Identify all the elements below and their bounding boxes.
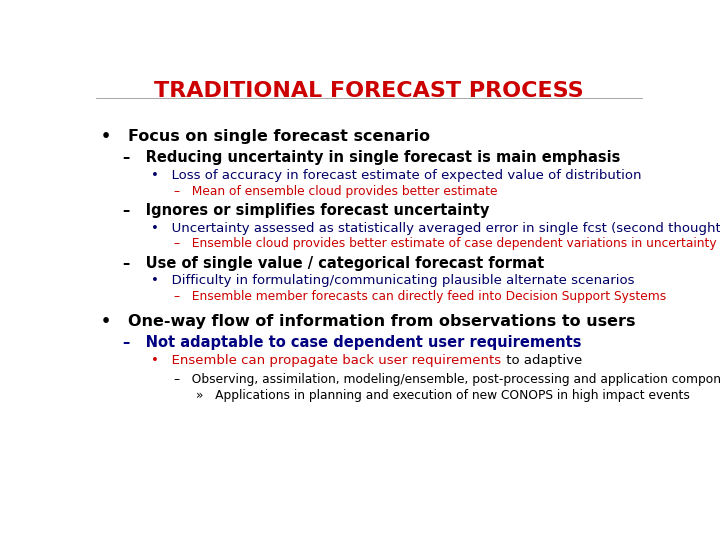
Text: –   Ensemble cloud provides better estimate of case dependent variations in unce: – Ensemble cloud provides better estimat… <box>174 238 716 251</box>
Text: to adaptive: to adaptive <box>502 354 582 367</box>
Text: –   Reducing uncertainty in single forecast is main emphasis: – Reducing uncertainty in single forecas… <box>124 150 621 165</box>
Text: •   Ensemble can propagate back user requirements: • Ensemble can propagate back user requi… <box>151 354 502 367</box>
Text: •   Uncertainty assessed as statistically averaged error in single fcst (second : • Uncertainty assessed as statistically … <box>151 221 720 234</box>
Text: –   Observing, assimilation, modeling/ensemble, post-processing and application : – Observing, assimilation, modeling/ense… <box>174 373 720 386</box>
Text: »   Applications in planning and execution of new CONOPS in high impact events: » Applications in planning and execution… <box>196 389 690 402</box>
Text: –   Ignores or simplifies forecast uncertainty: – Ignores or simplifies forecast uncerta… <box>124 203 490 218</box>
Text: •   One-way flow of information from observations to users: • One-way flow of information from obser… <box>101 314 636 329</box>
Text: •   Difficulty in formulating/communicating plausible alternate scenarios: • Difficulty in formulating/communicatin… <box>151 274 635 287</box>
Text: •   Loss of accuracy in forecast estimate of expected value of distribution: • Loss of accuracy in forecast estimate … <box>151 168 642 182</box>
Text: –   Mean of ensemble cloud provides better estimate: – Mean of ensemble cloud provides better… <box>174 185 498 198</box>
Text: –   Not adaptable to case dependent user requirements: – Not adaptable to case dependent user r… <box>124 335 582 350</box>
Text: –   Ensemble member forecasts can directly feed into Decision Support Systems: – Ensemble member forecasts can directly… <box>174 290 666 303</box>
Text: TRADITIONAL FORECAST PROCESS: TRADITIONAL FORECAST PROCESS <box>154 82 584 102</box>
Text: •   Focus on single forecast scenario: • Focus on single forecast scenario <box>101 129 431 144</box>
Text: –   Use of single value / categorical forecast format: – Use of single value / categorical fore… <box>124 255 545 271</box>
